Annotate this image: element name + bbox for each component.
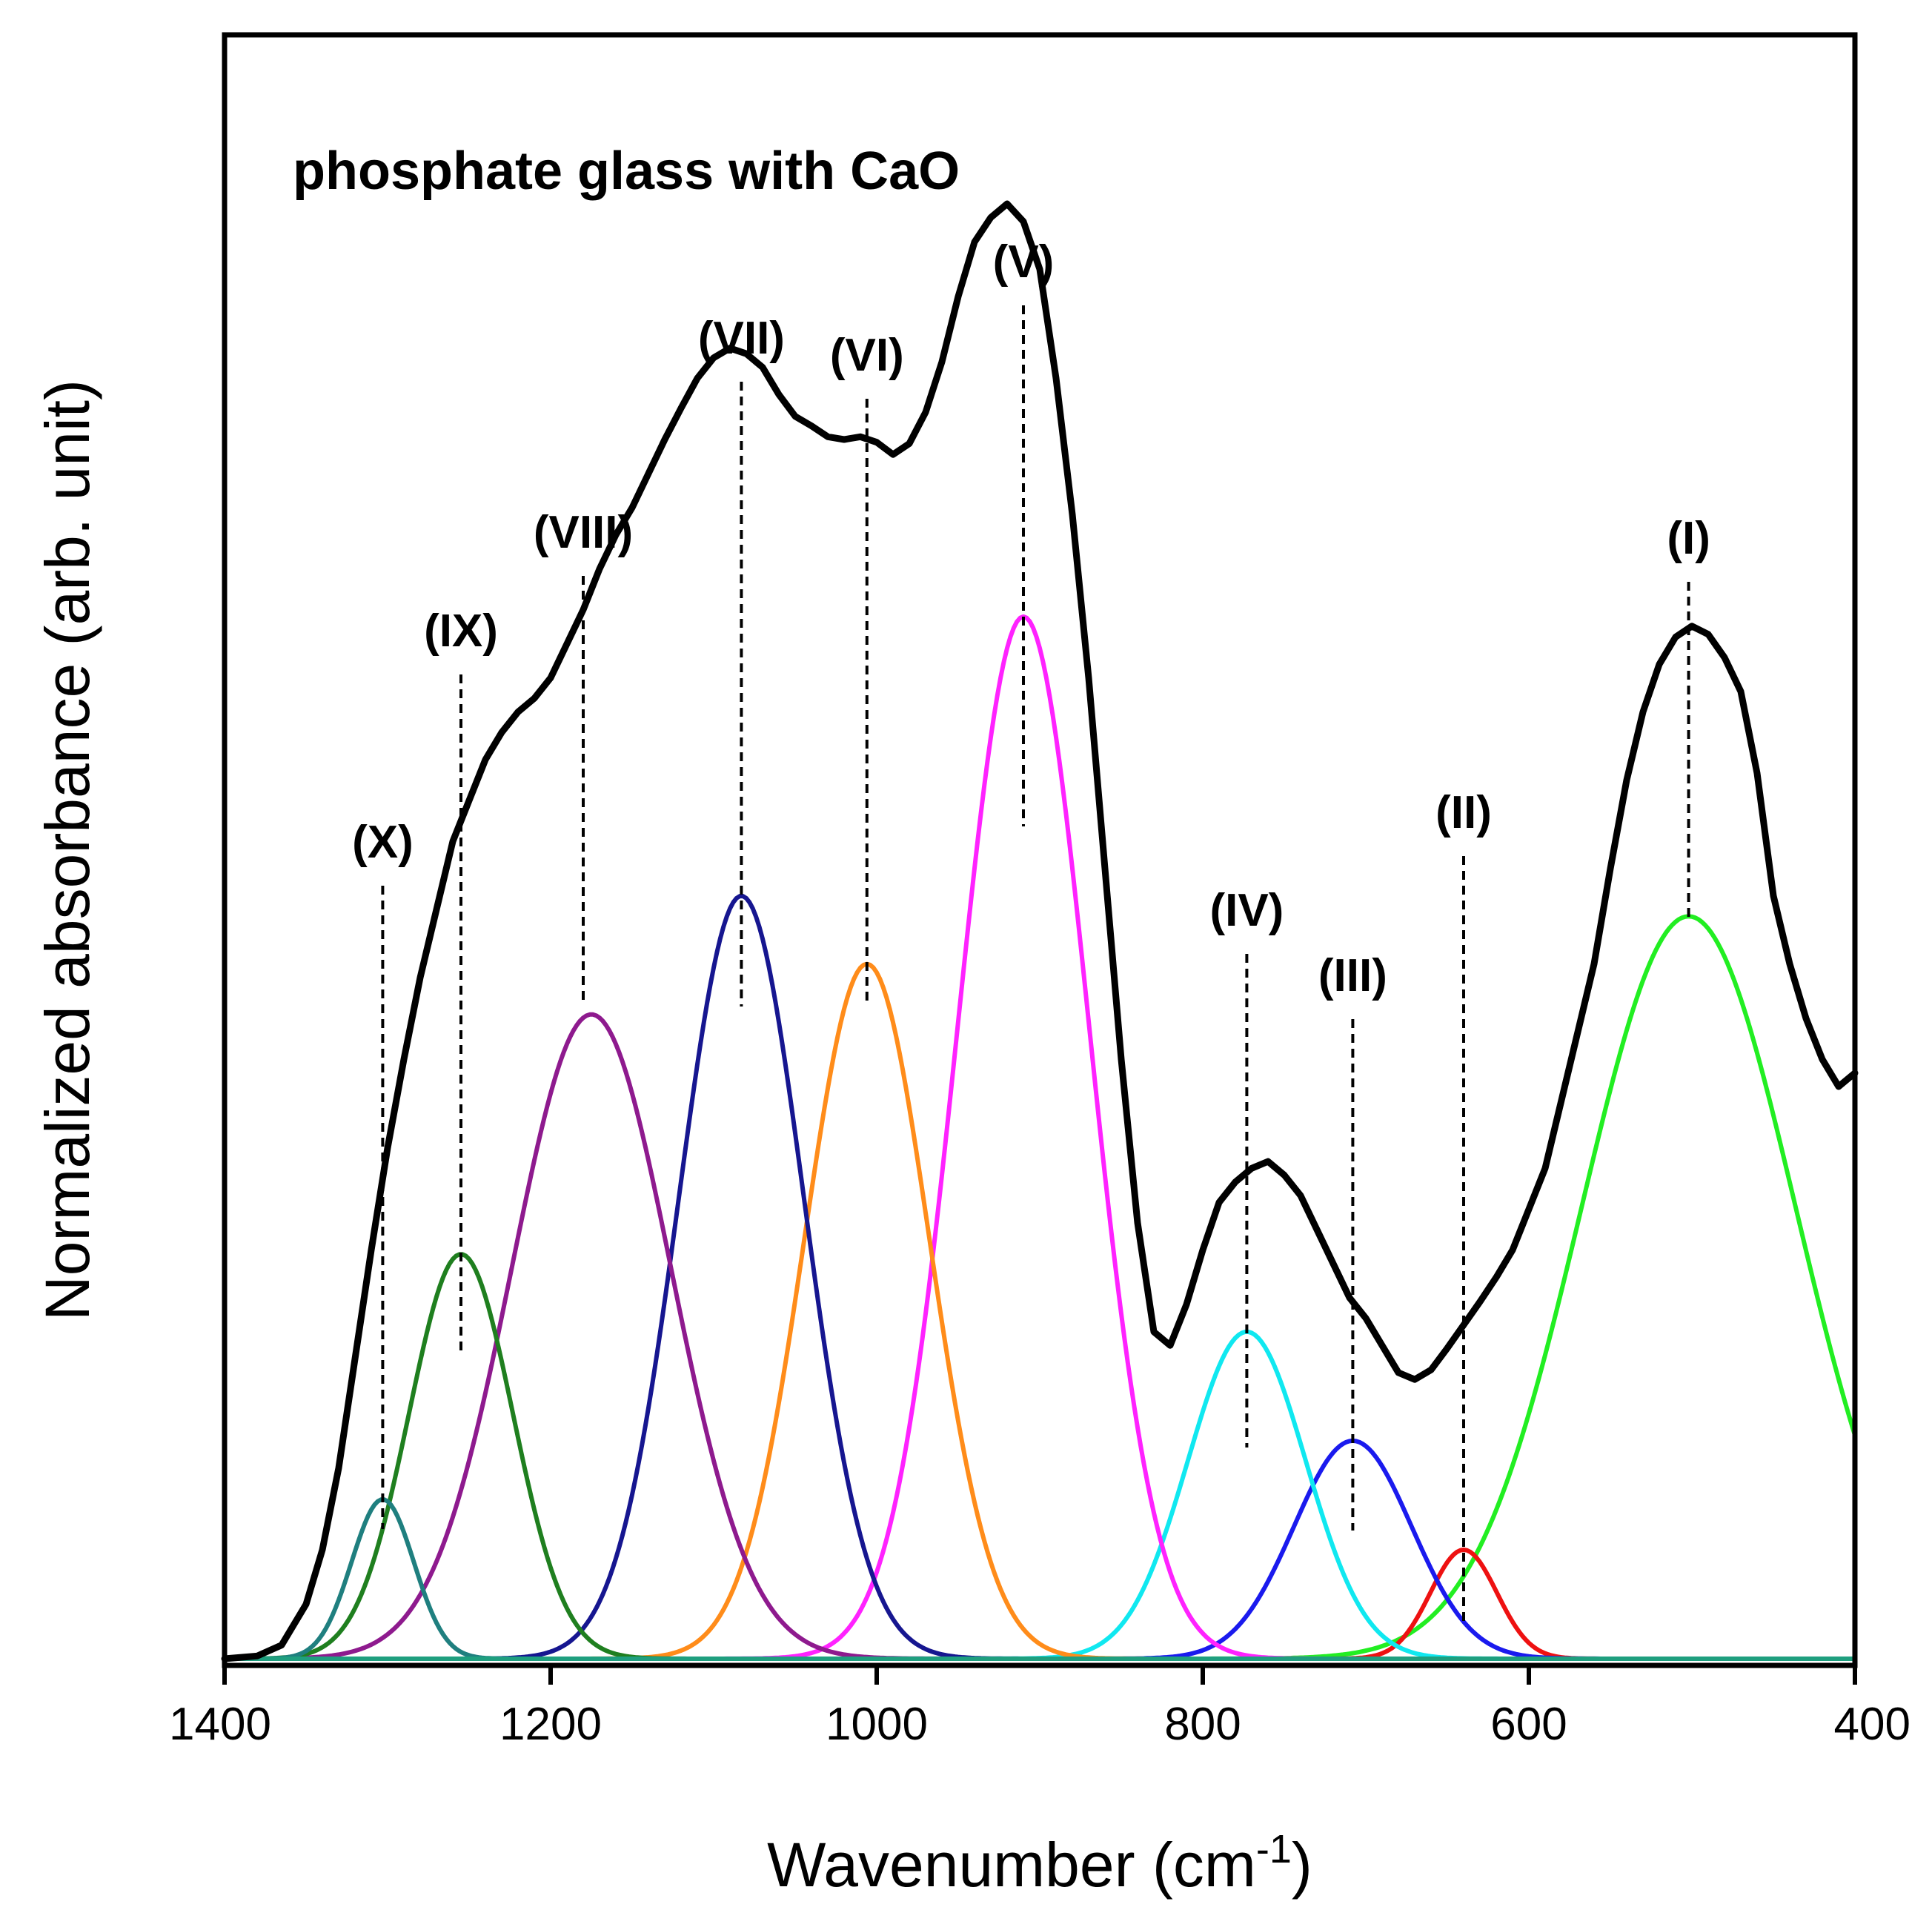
x-axis-tick-labels: 1400 1200 1000 800 600 400 <box>169 1699 1911 1750</box>
x-tick-label-1200: 1200 <box>499 1699 602 1750</box>
x-axis-title: Wavenumber (cm-1) <box>767 1827 1312 1900</box>
band-label-layer: (I) (II) (III) (IV) (V) (VI) (VII) (VIII) (IX) (X… <box>352 236 1710 1001</box>
x-tick-label-1400: 1400 <box>169 1699 271 1750</box>
band-label-4: (IV) <box>1209 885 1284 936</box>
x-axis-ticks <box>222 1665 1857 1685</box>
band-label-2: (II) <box>1435 787 1492 838</box>
band-label-5: (V) <box>993 236 1055 288</box>
band-label-1: (I) <box>1667 513 1710 564</box>
plot-frame <box>222 32 1858 1668</box>
band-label-8: (VIII) <box>534 507 633 558</box>
x-tick-label-400: 400 <box>1834 1699 1911 1750</box>
chart-title: phosphate glass with CaO <box>293 142 960 201</box>
x-tick-label-1000: 1000 <box>826 1699 928 1750</box>
band-label-10: (X) <box>352 817 414 868</box>
band-marker-layer <box>381 305 1690 1625</box>
measured-spectrum-line <box>221 200 1859 1662</box>
band-label-3: (III) <box>1318 950 1387 1001</box>
x-tick-label-800: 800 <box>1164 1699 1241 1750</box>
y-axis-title: Normalized absorbance (arb. unit) <box>33 379 102 1321</box>
band-label-9: (IX) <box>424 606 498 657</box>
x-tick-label-600: 600 <box>1490 1699 1567 1750</box>
band-label-6: (VI) <box>830 330 904 381</box>
band-label-7: (VII) <box>698 313 785 364</box>
measured-spectrum-layer <box>221 200 1859 1662</box>
